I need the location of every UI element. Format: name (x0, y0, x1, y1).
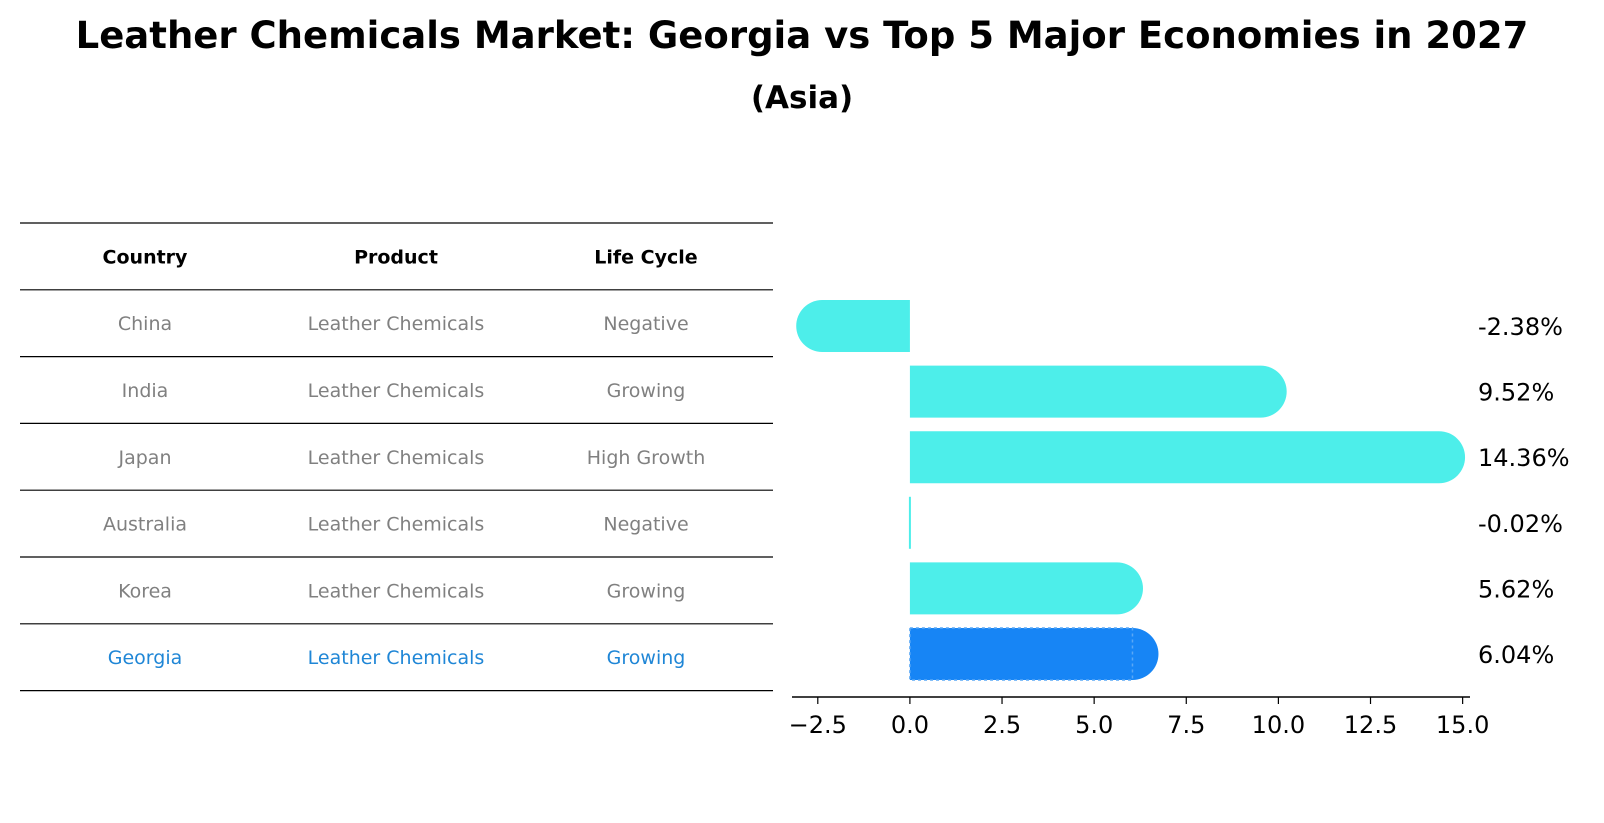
value-label: 9.52% (1478, 379, 1554, 407)
table-cell: High Growth (587, 447, 705, 469)
chart-subtitle: (Asia) (750, 80, 854, 116)
table-cell: Leather Chemicals (308, 447, 485, 469)
table-cell: Leather Chemicals (308, 514, 485, 536)
table-cell: Australia (103, 514, 187, 536)
table-cell: Leather Chemicals (308, 647, 485, 669)
table-cell: Growing (607, 580, 686, 602)
table-cell: Negative (603, 514, 688, 536)
bar-australia (908, 496, 911, 549)
value-label: 6.04% (1478, 641, 1554, 669)
value-label: 5.62% (1478, 575, 1554, 603)
bar-india (909, 365, 1287, 418)
table-cell: Growing (607, 647, 686, 669)
value-label: 14.36% (1478, 444, 1570, 472)
table-header-country: Country (103, 246, 189, 268)
table-header-product: Product (354, 246, 438, 268)
table-cell: Leather Chemicals (308, 380, 485, 402)
x-tick-label: 0.0 (891, 711, 929, 739)
bar-korea (909, 562, 1143, 615)
table-cell: Japan (118, 447, 172, 469)
table-cell: Leather Chemicals (308, 580, 485, 602)
x-tick-label: 10.0 (1252, 711, 1305, 739)
chart-title: Leather Chemicals Market: Georgia vs Top… (75, 14, 1529, 57)
x-tick-label: 5.0 (1075, 711, 1113, 739)
x-axis: −2.5 0.0 2.5 5.0 7.5 10.0 12.5 15.0 (789, 696, 1489, 739)
table-cell: Georgia (108, 647, 183, 669)
x-tick-label: 15.0 (1436, 711, 1489, 739)
bar-highlight-outline (909, 627, 1134, 681)
x-tick-label: 2.5 (983, 711, 1021, 739)
bar-china (796, 300, 910, 352)
value-label: -2.38% (1478, 313, 1563, 341)
bar-georgia (909, 628, 1159, 680)
x-tick-label: 12.5 (1344, 711, 1397, 739)
life-cycle-table: Country Product Life Cycle China Leather Che… (20, 222, 773, 692)
x-tick-label: −2.5 (789, 711, 847, 739)
table-cell: Korea (118, 580, 172, 602)
x-tick-label: 7.5 (1167, 711, 1205, 739)
bar-chart: -2.38% 9.52% 14.36% -0.02% 5.62% 6.04% (796, 300, 1570, 681)
table-cell: Growing (607, 380, 686, 402)
bar-japan (909, 431, 1466, 484)
value-label: -0.02% (1478, 510, 1563, 538)
table-header-life-cycle: Life Cycle (594, 246, 697, 268)
table-cell: India (122, 380, 169, 402)
table-cell: Leather Chemicals (308, 313, 485, 335)
table-cell: China (118, 313, 172, 335)
table-cell: Negative (603, 313, 688, 335)
